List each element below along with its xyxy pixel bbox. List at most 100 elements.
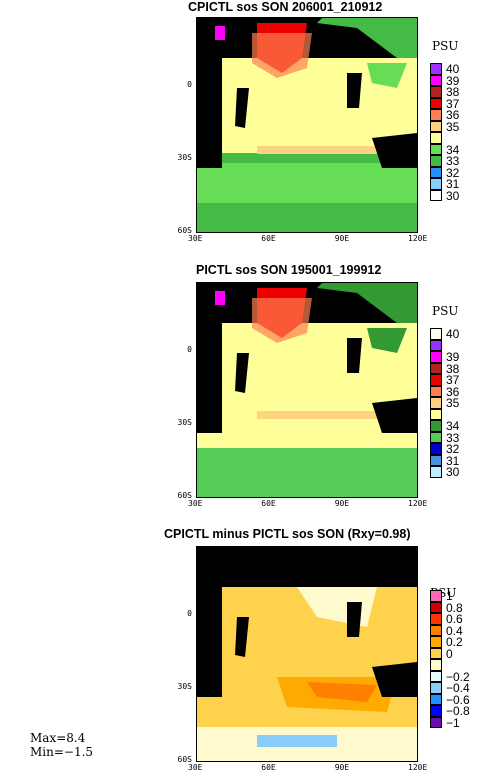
legend-label: 35 <box>446 119 460 134</box>
legend-swatch <box>430 601 442 613</box>
legend-swatch <box>430 613 442 625</box>
panel-2-xtick: 60E <box>261 499 276 508</box>
panel-3-ytick: 0 <box>187 609 192 619</box>
legend-label: 1 <box>446 589 453 603</box>
legend-swatch <box>430 716 442 728</box>
panel-2-ytick: 0 <box>187 345 192 355</box>
legend-label: 30 <box>446 465 460 479</box>
panel-1-ytick: 30S <box>177 153 192 163</box>
legend-swatch <box>430 97 442 109</box>
panel-2-ytick: 30S <box>177 418 192 428</box>
legend-swatch <box>430 590 442 602</box>
stat-min: Min=−1.5 <box>30 745 94 759</box>
legend-label: −0.4 <box>446 681 470 695</box>
legend-label: 33 <box>446 430 460 445</box>
legend-swatch <box>430 420 442 432</box>
legend-swatch <box>430 670 442 682</box>
legend-label: 32 <box>446 442 460 456</box>
legend-swatch <box>430 120 442 132</box>
legend-label: −0.2 <box>446 669 470 684</box>
panel-3-xtick: 120E <box>408 763 428 772</box>
legend-swatch <box>430 693 442 705</box>
legend-swatch <box>430 705 442 717</box>
legend-swatch <box>430 351 442 363</box>
panel-1-unit: PSU <box>432 39 459 53</box>
legend-swatch <box>430 624 442 636</box>
legend-swatch <box>430 454 442 466</box>
legend-swatch <box>430 443 442 455</box>
legend-label: 37 <box>446 96 460 111</box>
legend-swatch <box>430 189 442 201</box>
panel-2-map <box>196 282 418 498</box>
legend-swatch <box>430 636 442 648</box>
legend-swatch <box>430 143 442 155</box>
panel-3-ytick: 30S <box>177 682 192 692</box>
legend-label: 34 <box>446 142 460 157</box>
legend-label: 30 <box>446 188 460 203</box>
panel-1-title: CPICTL sos SON 206001_210912 <box>188 0 383 14</box>
panel-2-xtick: 120E <box>408 499 428 508</box>
legend-label: 40 <box>446 62 460 76</box>
legend-label: 0.8 <box>446 600 463 615</box>
legend-label: 33 <box>446 154 460 168</box>
legend-label: 35 <box>446 396 460 410</box>
legend-swatch <box>430 74 442 86</box>
panel-3-xtick: 60E <box>261 763 276 772</box>
legend-label: 0.4 <box>446 623 463 638</box>
legend-label: 31 <box>446 453 460 468</box>
legend-label: 40 <box>446 327 460 341</box>
legend-swatch <box>430 86 442 98</box>
legend-swatch <box>430 431 442 443</box>
legend-label: 39 <box>446 350 460 364</box>
legend-swatch <box>430 132 442 144</box>
panel-1-ytick: 60S <box>177 226 192 235</box>
panel-3-ytick: 60S <box>177 755 192 764</box>
panel-1-map <box>196 17 418 233</box>
legend-swatch <box>430 339 442 351</box>
panel-3-map <box>196 546 418 762</box>
legend-swatch <box>430 155 442 167</box>
legend-label: −1 <box>446 715 460 730</box>
legend-swatch <box>430 63 442 75</box>
stats: Max=8.4 Min=−1.5 <box>30 731 93 759</box>
panel-1-xtick: 30E <box>188 234 203 243</box>
legend-swatch <box>430 408 442 420</box>
panel-1-xtick: 120E <box>408 234 428 243</box>
panel-1-xtick: 60E <box>261 234 276 243</box>
legend-swatch <box>430 374 442 386</box>
panel-3-xtick: 90E <box>334 763 350 772</box>
legend-label: 34 <box>446 419 460 433</box>
legend-label: 37 <box>446 373 460 387</box>
legend-swatch <box>430 647 442 659</box>
legend-label: 31 <box>446 177 460 191</box>
legend-label: 36 <box>446 108 460 122</box>
legend-swatch <box>430 178 442 190</box>
legend-swatch <box>430 362 442 374</box>
panel-2-ytick: 60S <box>177 491 192 500</box>
legend-label: 36 <box>446 384 460 399</box>
panel-2-xtick: 30E <box>188 499 203 508</box>
panel-3-title: CPICTL minus PICTL sos SON (Rxy=0.98) <box>164 527 411 541</box>
legend-label: 0.2 <box>446 635 463 649</box>
panel-1-ytick: 0 <box>187 80 192 90</box>
legend-label: −0.8 <box>446 704 470 718</box>
stat-max: Max=8.4 <box>30 731 86 745</box>
legend-swatch <box>430 109 442 121</box>
panel-1-xtick: 90E <box>334 234 350 243</box>
legend-swatch <box>430 397 442 409</box>
panel-2-xtick: 90E <box>334 499 350 508</box>
legend-label: 0.6 <box>446 612 463 626</box>
panel-3-xtick: 30E <box>188 763 203 772</box>
panel-2-unit: PSU <box>432 304 459 318</box>
panel-2-title: PICTL sos SON 195001_199912 <box>196 263 382 277</box>
legend-label: 32 <box>446 165 460 180</box>
legend-label: 39 <box>446 73 460 88</box>
legend-swatch <box>430 328 442 340</box>
legend-swatch <box>430 659 442 671</box>
legend-label: 38 <box>446 361 460 376</box>
legend-swatch <box>430 385 442 397</box>
legend-swatch <box>430 682 442 694</box>
legend-swatch <box>430 466 442 478</box>
legend-label: 0 <box>446 646 453 661</box>
legend-swatch <box>430 166 442 178</box>
